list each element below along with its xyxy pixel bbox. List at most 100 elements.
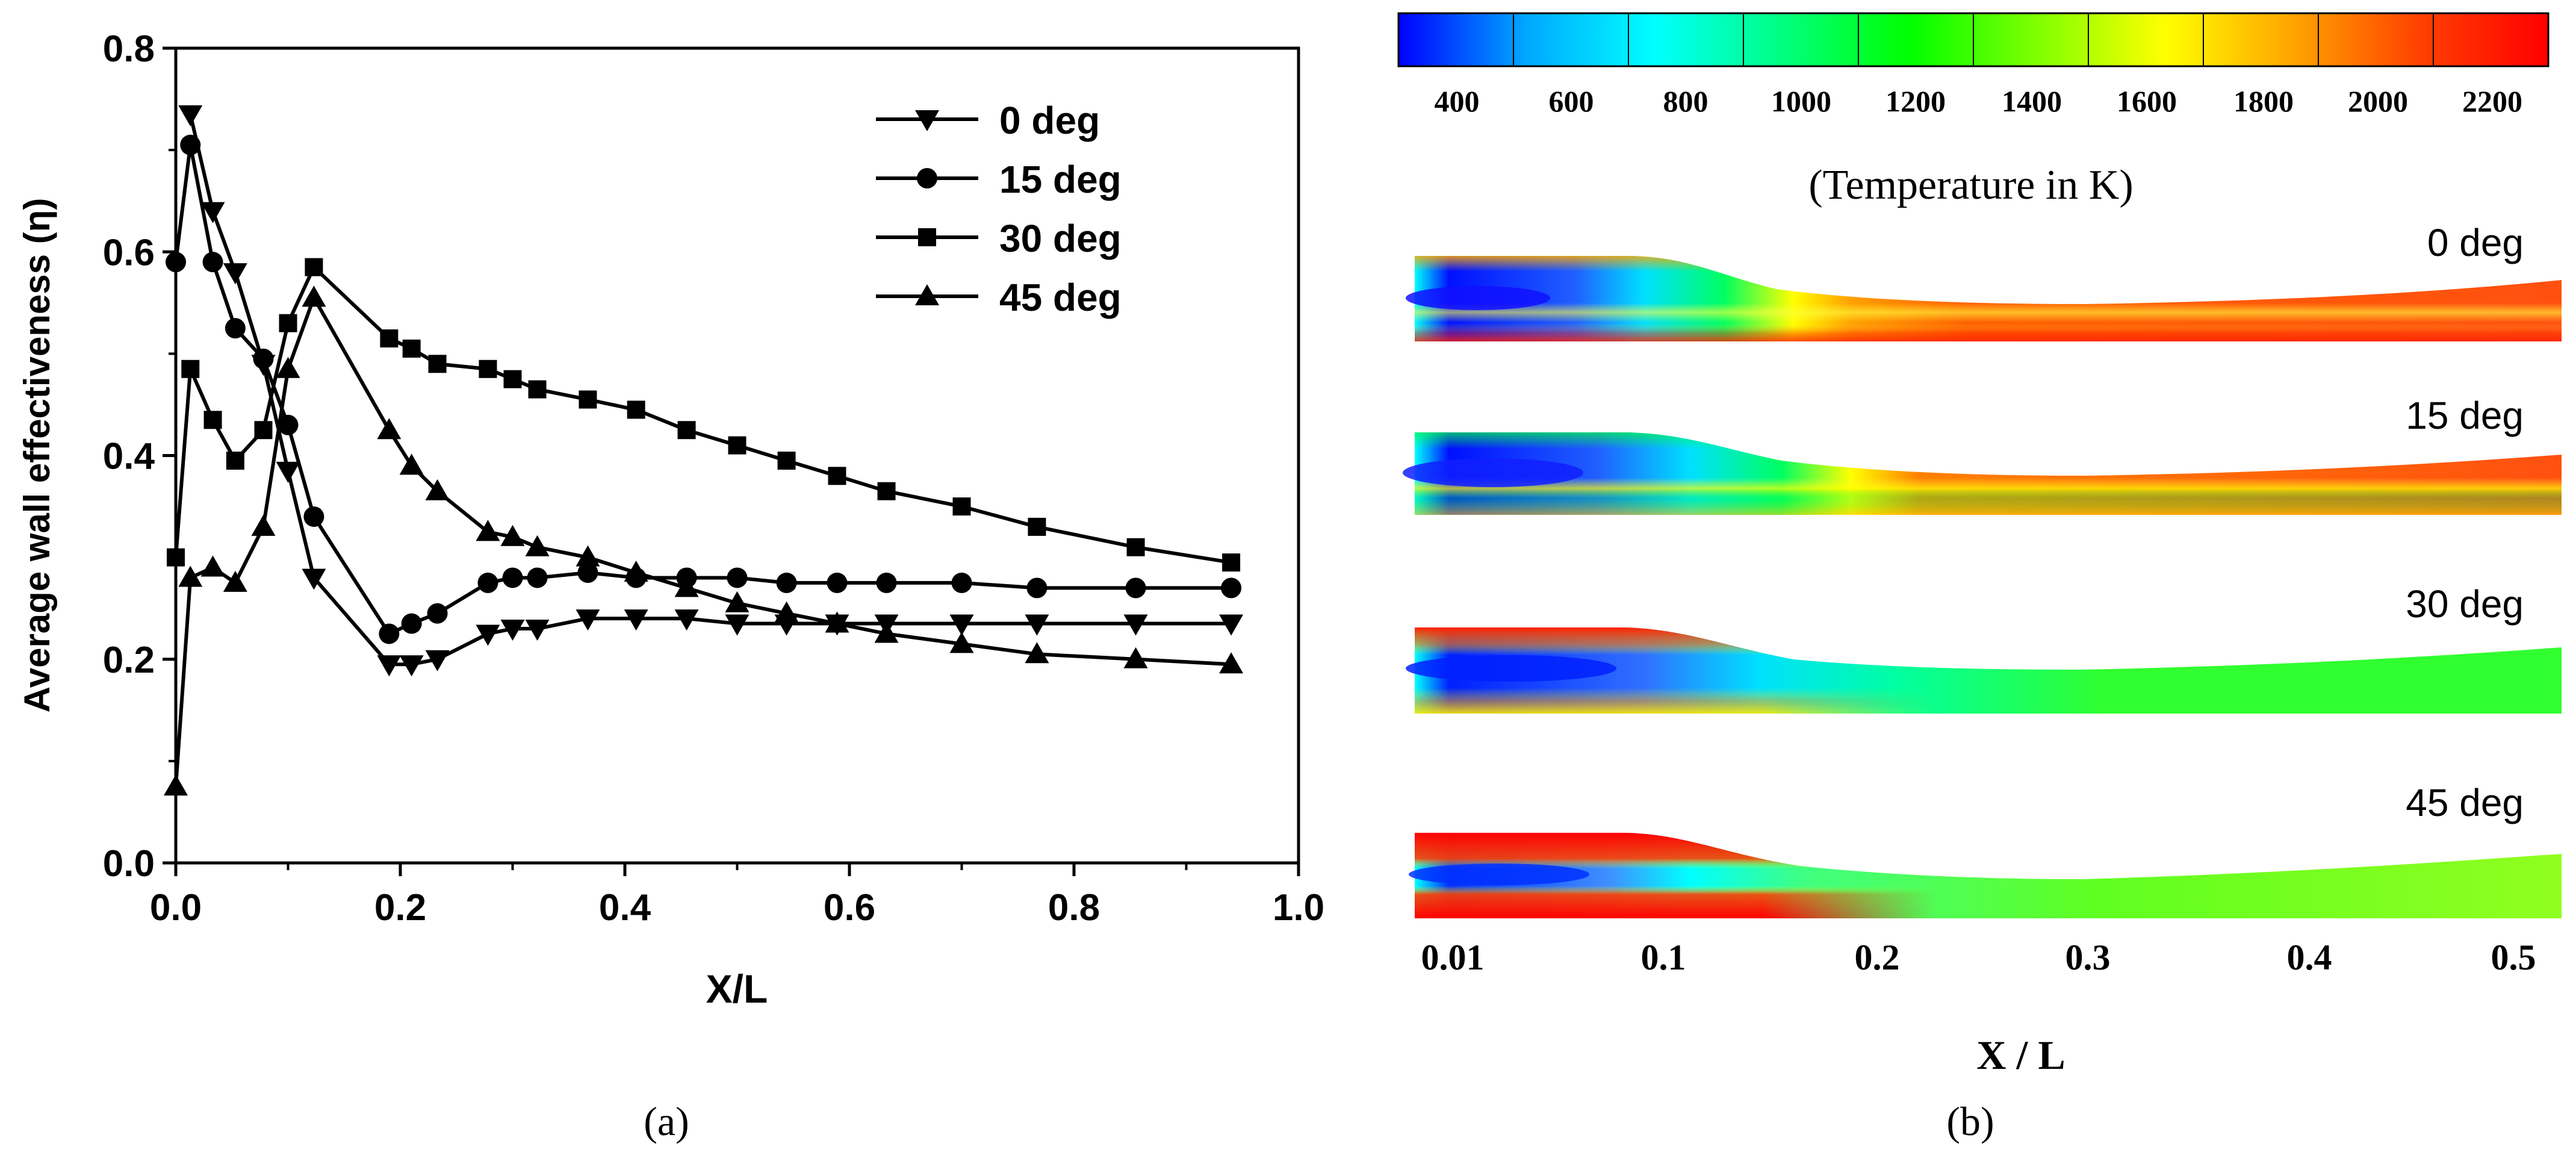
- data-point: [200, 202, 225, 223]
- data-point: [1126, 538, 1145, 556]
- contour-strips: [1403, 256, 2562, 918]
- data-point: [202, 252, 223, 273]
- x-axis-label: X/L: [706, 966, 768, 1011]
- data-point: [402, 339, 421, 358]
- data-point: [952, 497, 971, 516]
- data-point: [380, 329, 399, 348]
- panel-a-label: (a): [644, 1098, 689, 1144]
- data-point: [828, 467, 846, 485]
- data-point: [579, 390, 597, 409]
- data-point: [674, 576, 699, 597]
- data-point: [677, 421, 696, 440]
- data-point: [166, 252, 186, 273]
- data-point: [225, 318, 246, 339]
- data-point: [476, 624, 500, 646]
- effectiveness-chart: 0.0 0.2 0.4 0.6 0.8 1.0 0.0 0.2 0.4 0.6 0.8 X/L A…: [17, 28, 1324, 1011]
- colorbar-tick-label: 600: [1549, 84, 1594, 118]
- data-point: [302, 568, 326, 590]
- data-point: [178, 565, 203, 587]
- data-point: [1222, 553, 1241, 572]
- series-30-deg: [167, 258, 1241, 572]
- data-point: [223, 570, 247, 592]
- data-point: [1026, 577, 1047, 599]
- x-tick-label: 1.0: [1273, 887, 1324, 929]
- data-point: [776, 572, 797, 593]
- data-point: [500, 524, 525, 546]
- contour-label: 30 deg: [2406, 582, 2524, 626]
- contour-x-tick-label: 0.5: [2491, 938, 2536, 977]
- colorbar-tick-label: 2200: [2462, 84, 2522, 118]
- data-point: [401, 613, 422, 634]
- data-point: [379, 623, 400, 644]
- series-15-deg: [166, 134, 1242, 644]
- colorbar-tick-label: 2000: [2348, 84, 2408, 118]
- data-point: [874, 621, 899, 643]
- colorbar-frame: [1397, 12, 2550, 67]
- data-point: [951, 572, 972, 593]
- contour-x-axis-label: X / L: [1976, 1032, 2065, 1078]
- data-point: [428, 355, 447, 373]
- data-point: [476, 520, 500, 541]
- series-line: [174, 296, 1232, 787]
- data-point: [525, 620, 550, 641]
- contour-strip-30deg: [1406, 627, 2562, 714]
- panel-b-label: (b): [1946, 1098, 1994, 1144]
- x-tick-label: 0.8: [1048, 887, 1100, 929]
- data-point: [674, 609, 699, 631]
- data-series: [164, 105, 1244, 796]
- series-45-deg: [164, 285, 1244, 796]
- legend-marker: [917, 168, 937, 188]
- data-point: [279, 314, 297, 332]
- legend-label: 0 deg: [999, 99, 1100, 142]
- data-point: [305, 258, 323, 276]
- y-tick-label: 0.0: [103, 843, 155, 885]
- contour-x-tick-label: 0.3: [2065, 938, 2111, 977]
- data-point: [1028, 517, 1046, 536]
- data-point: [427, 603, 448, 624]
- data-point: [178, 105, 203, 126]
- contour-x-tick-label: 0.4: [2287, 938, 2332, 977]
- colorbar-tick-label: 800: [1663, 84, 1709, 118]
- x-tick-label: 0.6: [824, 887, 875, 929]
- data-point: [576, 609, 600, 631]
- data-point: [827, 572, 848, 593]
- legend-label: 15 deg: [999, 158, 1122, 201]
- data-point: [254, 421, 273, 440]
- y-tick-label: 0.4: [103, 436, 155, 478]
- data-point: [180, 134, 201, 155]
- contour-label: 15 deg: [2406, 394, 2524, 437]
- x-axis-ticks: 0.0 0.2 0.4 0.6 0.8 1.0: [150, 863, 1324, 929]
- data-point: [876, 572, 897, 593]
- data-point: [1125, 577, 1146, 599]
- data-point: [377, 418, 402, 440]
- colorbar-cells: [1398, 13, 2549, 66]
- data-point: [203, 411, 222, 429]
- data-point: [399, 655, 424, 677]
- x-tick-label: 0.2: [374, 887, 426, 929]
- contour-labels: 0 deg 15 deg 30 deg 45 deg: [2406, 221, 2524, 824]
- data-point: [727, 567, 748, 588]
- y-tick-label: 0.8: [103, 28, 155, 70]
- data-point: [877, 482, 896, 500]
- data-point: [276, 356, 300, 378]
- data-point: [479, 360, 497, 378]
- y-tick-label: 0.2: [103, 640, 155, 681]
- legend-marker: [918, 228, 936, 246]
- data-point: [303, 506, 324, 527]
- data-point: [181, 360, 200, 378]
- y-axis-label: Average wall effectiveness (η): [17, 198, 57, 713]
- contour-x-tick-label: 0.1: [1641, 938, 1686, 977]
- data-point: [302, 285, 326, 307]
- colorbar-tick-label: 1200: [1885, 84, 1946, 118]
- contour-strip-15deg: [1403, 432, 2562, 515]
- data-point: [425, 479, 450, 500]
- data-point: [1025, 642, 1049, 664]
- data-point: [1025, 614, 1049, 636]
- legend-marker: [915, 110, 939, 131]
- data-point: [624, 609, 648, 631]
- legend-marker: [915, 284, 939, 305]
- data-point: [503, 370, 522, 388]
- data-point: [164, 774, 188, 796]
- data-point: [527, 567, 548, 588]
